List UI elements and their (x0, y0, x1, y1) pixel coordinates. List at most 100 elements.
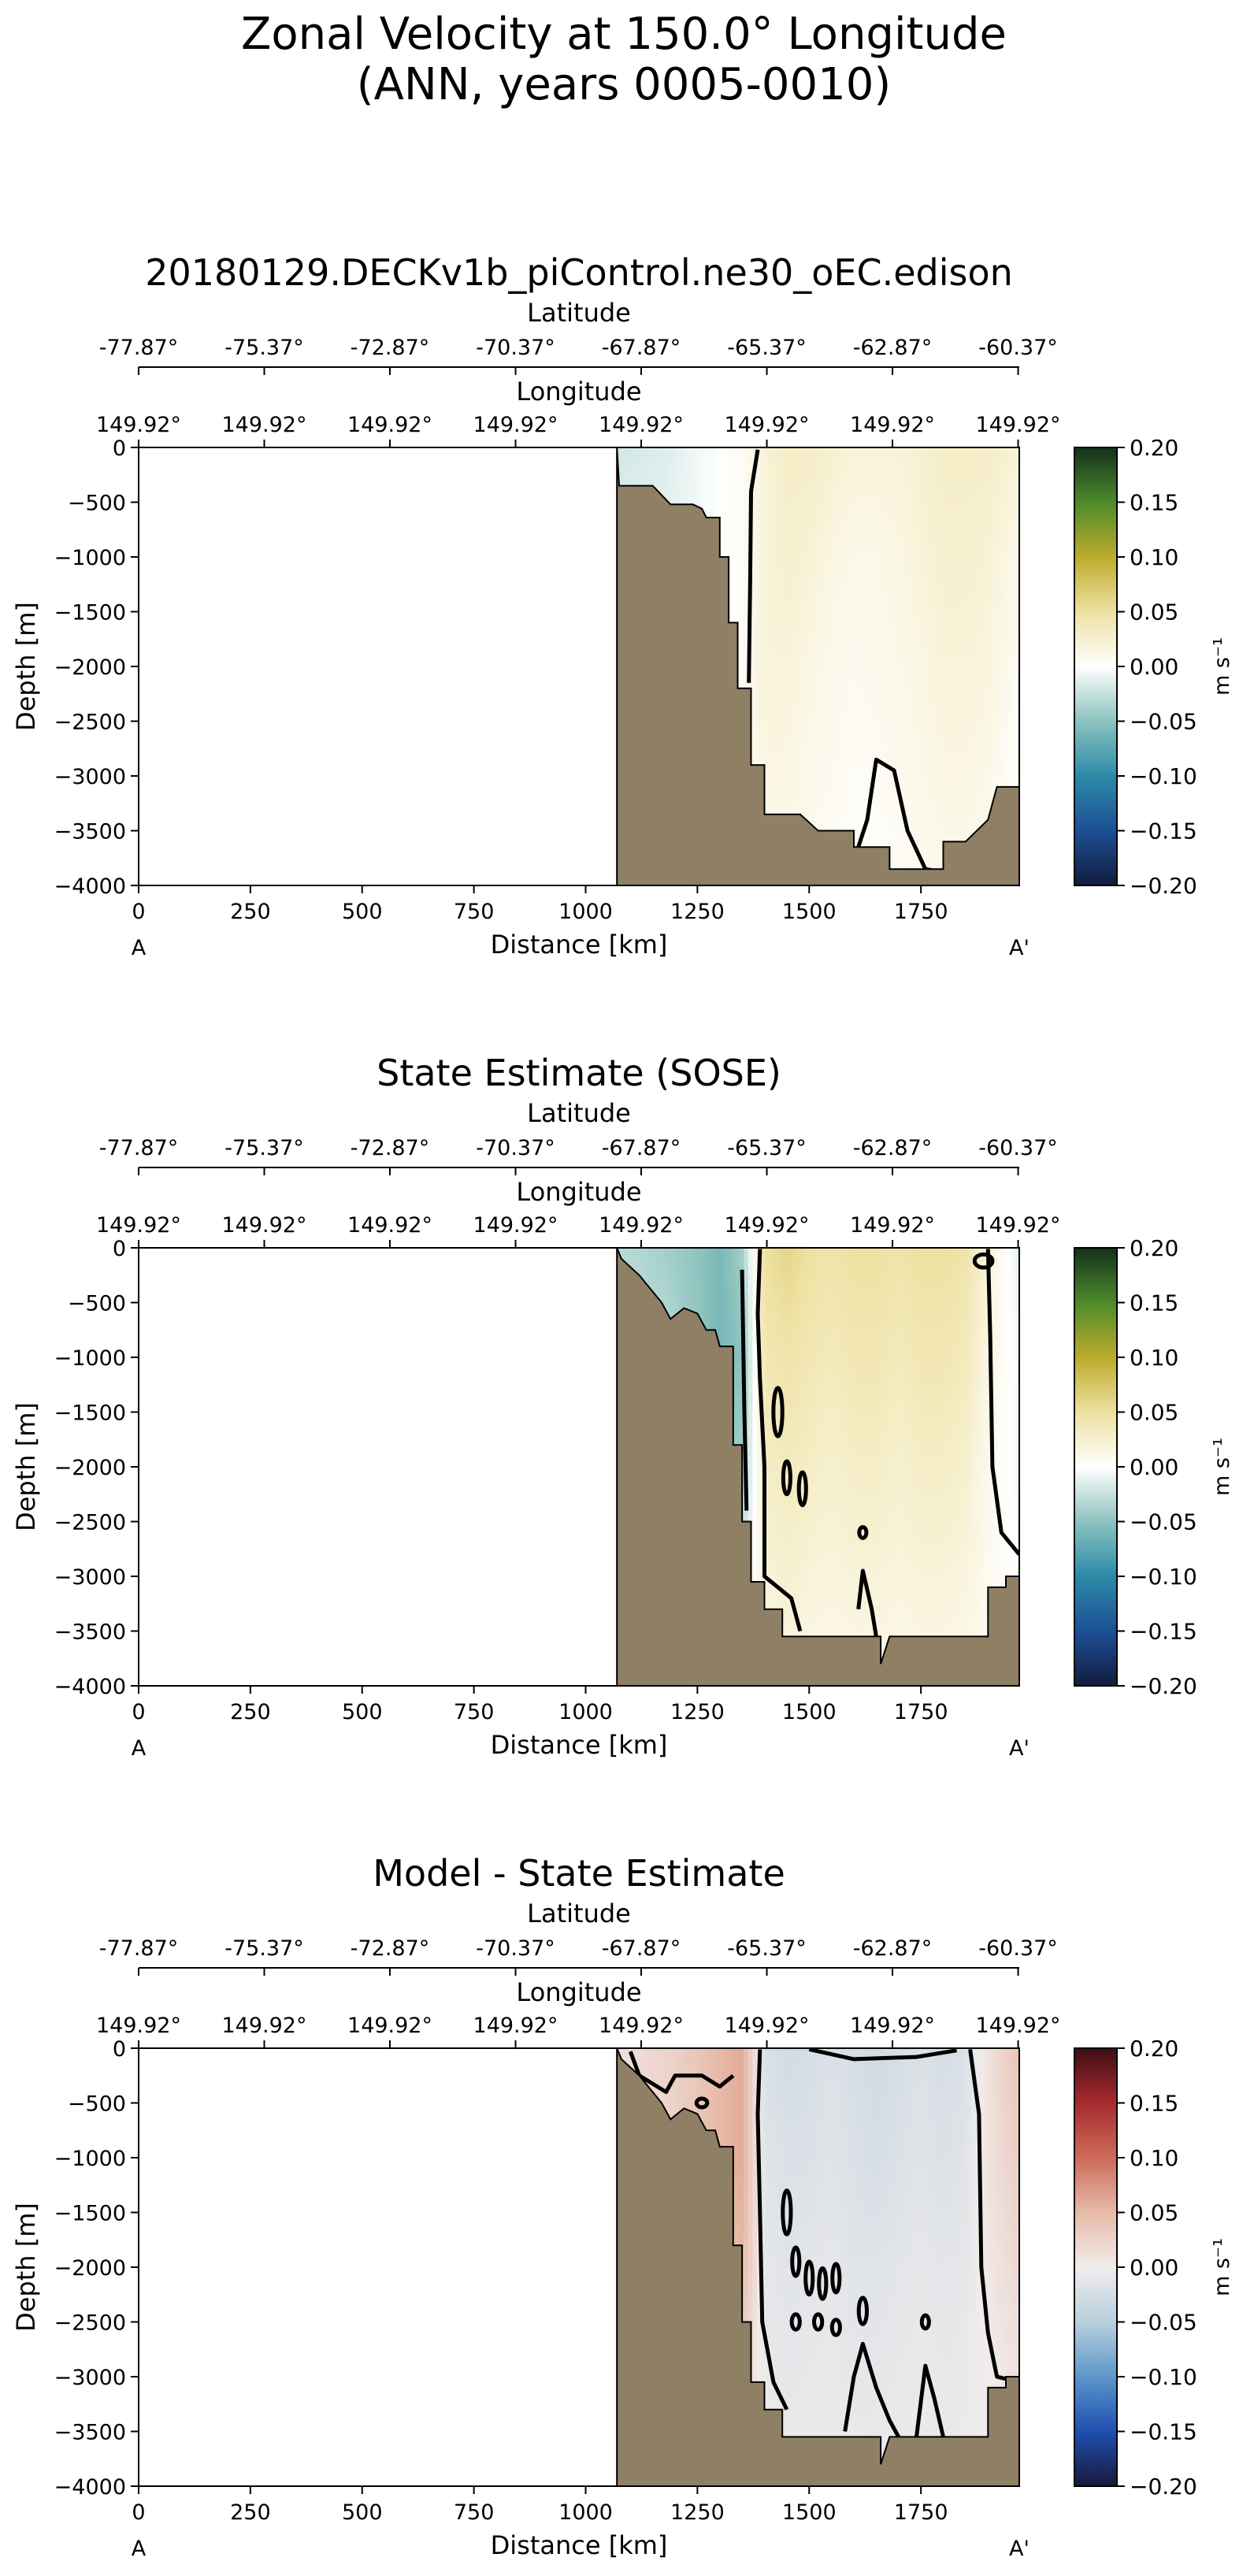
field-cell (892, 520, 898, 531)
field-cell (756, 484, 762, 494)
field-cell (970, 685, 977, 695)
field-cell (936, 538, 941, 549)
field-cell (922, 693, 929, 704)
field-cell (774, 693, 780, 704)
field-cell (984, 575, 989, 585)
field-cell (844, 639, 850, 649)
field-cell (857, 566, 863, 576)
field-cell (844, 785, 850, 795)
field-cell (765, 621, 771, 631)
field-cell (814, 584, 819, 595)
zero-contour (747, 449, 760, 683)
field-cell (704, 492, 710, 503)
field-cell (970, 748, 977, 759)
field-cell (783, 492, 788, 503)
field-cell (840, 621, 845, 631)
field-cell (713, 456, 718, 466)
field-cell (1006, 566, 1011, 576)
field-cell (975, 757, 981, 768)
field-cell (638, 466, 644, 476)
field-cell (756, 685, 762, 695)
field-cell (770, 666, 775, 677)
field-cell (691, 447, 696, 458)
field-cell (756, 447, 762, 458)
field-cell (752, 629, 758, 640)
field-cell (822, 502, 828, 512)
field-cell (756, 703, 762, 713)
field-cell (826, 666, 833, 677)
field-cell (726, 511, 732, 522)
field-cell (940, 566, 946, 576)
field-cell (888, 766, 893, 777)
field-cell (647, 447, 653, 458)
field-cell (822, 492, 828, 503)
field-cell (651, 1284, 658, 1294)
field-cell (879, 785, 885, 795)
field-cell (879, 492, 885, 503)
field-cell (1015, 593, 1019, 603)
field-cell (944, 447, 950, 458)
field-cell (783, 675, 788, 685)
field-cell (874, 666, 881, 677)
field-cell (888, 830, 893, 841)
field-cell (901, 629, 907, 640)
field-cell (756, 575, 762, 585)
field-cell (992, 492, 999, 503)
field-cell (761, 693, 766, 704)
field-cell (739, 566, 745, 576)
field-cell (862, 794, 867, 804)
field-cell (656, 466, 662, 476)
field-cell (840, 520, 845, 531)
field-cell (866, 766, 872, 777)
field-cell (774, 703, 780, 713)
field-cell (844, 657, 850, 667)
field-cell (822, 648, 828, 659)
field-cell (984, 520, 989, 531)
field-cell (625, 1256, 631, 1267)
field-cell (901, 621, 907, 631)
field-cell (1015, 456, 1019, 466)
field-cell (992, 447, 999, 458)
field-cell (826, 766, 833, 777)
colorbar-tick-label: 0.00 (1130, 654, 1178, 680)
field-cell (905, 848, 911, 859)
field-cell (840, 593, 845, 603)
field-cell (989, 492, 994, 503)
field-cell (931, 575, 937, 585)
field-cell (1006, 748, 1011, 759)
field-cell (765, 466, 771, 476)
field-cell (1015, 566, 1019, 576)
field-cell (840, 739, 845, 750)
field-cell (840, 529, 845, 540)
field-cell (770, 584, 775, 595)
field-cell (691, 484, 696, 494)
field-cell (970, 447, 977, 458)
field-cell (958, 803, 963, 814)
field-cell (1006, 639, 1011, 649)
field-cell (936, 484, 941, 494)
field-cell (804, 803, 811, 814)
field-cell (783, 566, 788, 576)
field-cell (870, 447, 876, 458)
field-cell (756, 730, 762, 741)
field-cell (940, 538, 946, 549)
field-cell (752, 621, 758, 631)
field-cell (765, 484, 771, 494)
field-cell (1015, 730, 1019, 741)
field-cell (949, 629, 955, 640)
field-cell (1001, 629, 1007, 640)
field-cell (778, 466, 785, 476)
field-cell (879, 803, 885, 814)
field-cell (927, 629, 933, 640)
field-cell (992, 639, 999, 649)
field-cell (835, 721, 841, 731)
field-cell (726, 466, 732, 476)
field-cell (958, 730, 963, 741)
field-cell (621, 447, 627, 458)
field-cell (818, 766, 823, 777)
section-end-label: A' (1009, 936, 1030, 960)
field-cell (936, 693, 941, 704)
field-cell (927, 529, 933, 540)
field-cell (862, 474, 867, 485)
field-cell (1015, 538, 1019, 549)
